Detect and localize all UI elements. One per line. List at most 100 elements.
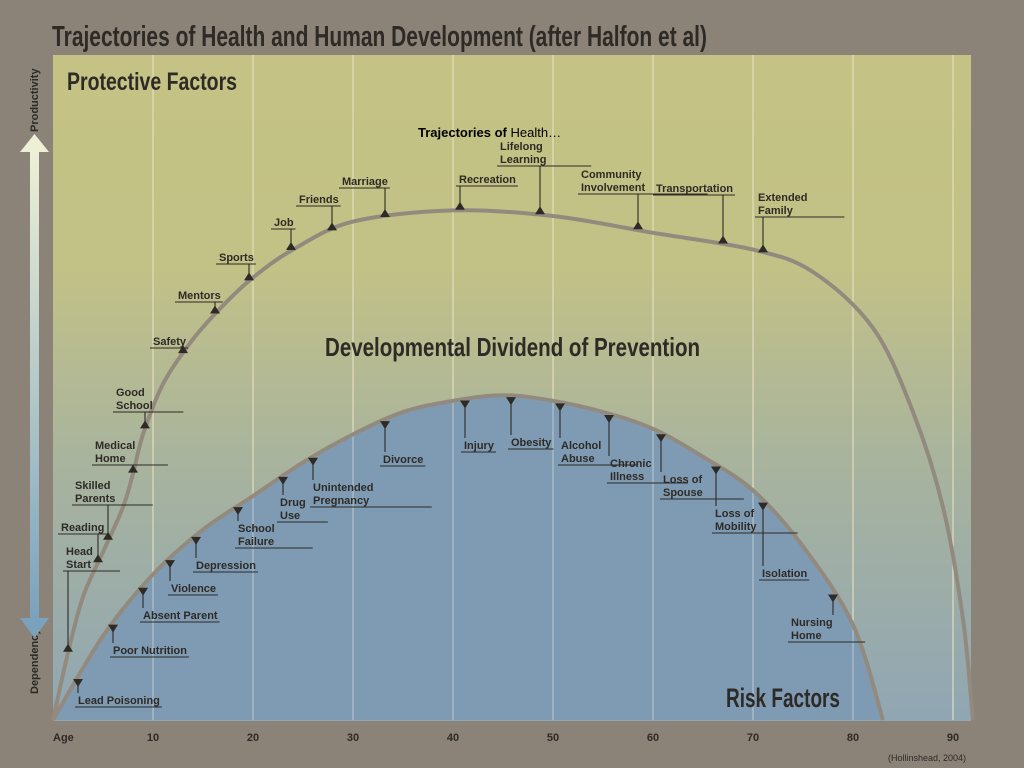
protective-factor-label: Mentors bbox=[178, 290, 221, 302]
protective-factor-label-line: School bbox=[116, 400, 153, 412]
protective-factor-marker bbox=[178, 345, 188, 354]
risk-factor-marker bbox=[758, 502, 768, 511]
risk-factor-label-line: Injury bbox=[464, 440, 495, 452]
risk-factor-lead-poisoning: Lead Poisoning bbox=[73, 679, 162, 708]
protective-factors-curve bbox=[51, 208, 975, 721]
risk-factor-label: School Failure bbox=[238, 523, 275, 548]
risk-factor-label-line: Drug bbox=[280, 497, 306, 509]
protective-factor-marker bbox=[758, 244, 768, 253]
risk-factor-label-line: Obesity bbox=[511, 437, 552, 449]
protective-factor-label: Extended Family bbox=[758, 192, 808, 217]
risk-factor-school-failure: School Failure bbox=[233, 507, 313, 549]
risk-factor-marker bbox=[191, 536, 201, 545]
risk-factor-label: Divorce bbox=[383, 454, 423, 466]
age-tick-60: 60 bbox=[647, 732, 659, 744]
age-tick-50: 50 bbox=[547, 732, 559, 744]
productivity-label: Productivity bbox=[29, 68, 41, 132]
citation: (Hollinshead, 2004) bbox=[888, 753, 966, 763]
age-tick-30: 30 bbox=[347, 732, 359, 744]
protective-factor-lifelong-learning: Lifelong Learning bbox=[497, 141, 592, 215]
protective-factor-marker bbox=[244, 272, 254, 281]
protective-factor-reading: Reading bbox=[58, 522, 107, 563]
protective-factor-label: Friends bbox=[299, 194, 339, 206]
risk-factor-marker bbox=[73, 679, 83, 687]
protective-factor-label-line: Good bbox=[116, 387, 145, 399]
protective-factor-marker bbox=[103, 531, 113, 540]
risk-factor-label-line: Spouse bbox=[663, 487, 703, 499]
developmental-dividend-heading: Developmental Dividend of Prevention bbox=[325, 332, 700, 362]
risk-factor-marker bbox=[108, 624, 118, 633]
protective-factor-mentors: Mentors bbox=[175, 290, 223, 314]
protective-factor-label: Sports bbox=[219, 252, 254, 264]
protective-factor-medical-home: Medical Home bbox=[92, 440, 168, 473]
risk-factor-label-line: Failure bbox=[238, 536, 274, 548]
protective-factor-good-school: Good School bbox=[113, 387, 184, 429]
protective-factor-label-line: Sports bbox=[219, 252, 254, 264]
risk-factor-marker bbox=[506, 397, 516, 406]
protective-factor-label: Marriage bbox=[342, 176, 388, 188]
risk-factor-label-line: Absent Parent bbox=[143, 610, 218, 622]
risk-factor-label: Obesity bbox=[511, 437, 552, 449]
risk-factor-depression: Depression bbox=[191, 536, 258, 573]
protective-factor-label: Job bbox=[274, 217, 294, 229]
risk-factor-label: Drug Use bbox=[280, 497, 306, 522]
risk-factor-label-line: Home bbox=[791, 630, 822, 642]
risk-factor-marker bbox=[711, 466, 721, 475]
protective-factor-label-line: Learning bbox=[500, 154, 546, 166]
protective-factor-label: Transportation bbox=[656, 183, 733, 195]
risk-factor-marker bbox=[828, 594, 838, 603]
protective-factor-safety: Safety bbox=[150, 336, 189, 354]
risk-factor-marker bbox=[604, 415, 614, 424]
slide-caption-normal: Health… bbox=[507, 125, 561, 140]
protective-factor-label: Medical Home bbox=[95, 440, 135, 465]
risk-factor-marker bbox=[165, 560, 175, 569]
risk-factor-nursing-home: Nursing Home bbox=[788, 594, 866, 643]
protective-factor-label-line: Family bbox=[758, 205, 794, 217]
protective-factor-job: Job bbox=[271, 217, 296, 250]
protective-factor-marker bbox=[535, 206, 545, 215]
protective-factor-label-line: Lifelong bbox=[500, 141, 543, 153]
risk-factor-label: Lead Poisoning bbox=[78, 695, 160, 707]
risk-factor-label-line: Divorce bbox=[383, 454, 423, 466]
risk-factor-label: Alcohol Abuse bbox=[561, 440, 601, 465]
age-tick-70: 70 bbox=[747, 732, 759, 744]
diagram-title: Trajectories of Health and Human Develop… bbox=[52, 21, 707, 53]
protective-factor-label-line: Extended bbox=[758, 192, 808, 204]
risk-factor-violence: Violence bbox=[165, 560, 219, 596]
risk-factor-poor-nutrition: Poor Nutrition bbox=[108, 624, 189, 658]
risk-factor-label-line: Unintended bbox=[313, 482, 374, 494]
risk-factor-marker bbox=[138, 587, 148, 596]
protective-factor-label-line: Home bbox=[95, 453, 126, 465]
risk-factor-marker bbox=[656, 434, 666, 443]
risk-factor-label: Chronic Illness bbox=[610, 458, 652, 483]
protective-factor-label: Reading bbox=[61, 522, 104, 534]
risk-factor-obesity: Obesity bbox=[506, 397, 554, 450]
risk-factor-absent-parent: Absent Parent bbox=[138, 587, 220, 623]
risk-factor-marker bbox=[380, 421, 390, 430]
risk-factor-marker bbox=[308, 457, 318, 466]
risk-factor-drug-use: Drug Use bbox=[277, 476, 328, 523]
risk-factor-marker bbox=[233, 507, 243, 516]
protective-factor-label-line: Community bbox=[581, 169, 642, 181]
protective-factor-marker bbox=[718, 235, 728, 244]
slide-caption-bold: Trajectories of bbox=[418, 125, 508, 140]
protective-factor-marker bbox=[93, 554, 103, 563]
risk-factor-label-line: Use bbox=[280, 510, 300, 522]
risk-factor-alcohol-abuse: Alcohol Abuse bbox=[555, 403, 637, 466]
protective-factor-label-line: Transportation bbox=[656, 183, 733, 195]
age-tick-90: 90 bbox=[947, 732, 959, 744]
slide-caption: Trajectories of Health… bbox=[418, 125, 561, 140]
risk-factor-label: Absent Parent bbox=[143, 610, 218, 622]
risk-factor-label: Nursing Home bbox=[791, 617, 833, 642]
protective-factor-marriage: Marriage bbox=[339, 176, 390, 218]
protective-factor-label-line: Reading bbox=[61, 522, 104, 534]
age-axis-label: Age bbox=[53, 732, 74, 744]
protective-factor-label-line: Involvement bbox=[581, 182, 646, 194]
protective-factor-marker bbox=[633, 221, 643, 230]
risk-factors-heading: Risk Factors bbox=[726, 683, 840, 713]
productivity-dependency-arrow bbox=[20, 134, 49, 638]
protective-factor-friends: Friends bbox=[296, 194, 341, 231]
dependency-label: Dependency bbox=[29, 628, 41, 694]
protective-factor-marker bbox=[380, 209, 390, 218]
